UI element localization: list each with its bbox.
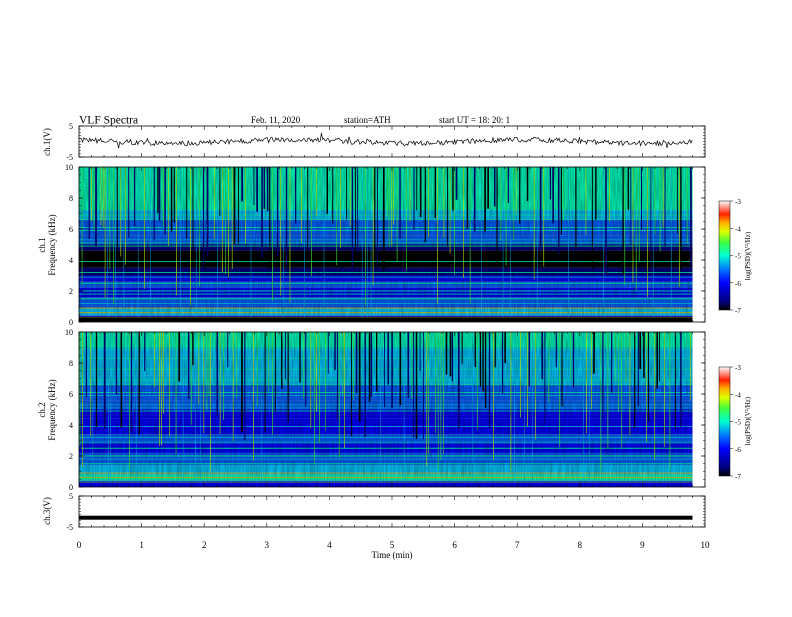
ch1-colorbar-gradient [718,200,731,311]
colorbar-tick-label: -7 [735,307,741,315]
ch1-spectrogram-group [79,167,693,322]
y-tick-label: 2 [69,287,73,296]
spectrogram-texture [79,167,693,322]
station-label: station=ATH [344,115,391,125]
y-tick-label: 2 [69,452,73,461]
colorbar-tick-label: -6 [735,446,741,454]
ch2-colorbar-gradient [718,366,731,477]
y-tick-label: 10 [65,163,73,172]
x-axis-label: Time (min) [372,550,413,560]
ch2-spectrogram-ylabel-channel: ch.2 [37,402,47,417]
x-tick-label: 9 [640,540,645,550]
x-tick-label: 5 [390,540,395,550]
x-tick-label: 10 [701,540,711,550]
ch2-spectrogram-group [79,332,693,487]
y-tick-label: 8 [69,359,73,368]
y-tick-label: 5 [69,122,73,131]
ch1-waveform-line [78,132,693,149]
x-tick-label: 1 [139,540,144,550]
ch3-waveform-ylabel: ch.3(V) [42,497,52,525]
y-tick-label: -5 [66,523,73,532]
colorbar-tick-label: -4 [735,391,741,399]
ch1-waveform-ylabel: ch.1(V) [42,128,52,156]
x-tick-label: 0 [77,540,82,550]
colorbar-tick-label: -6 [735,280,741,288]
colorbar-tick-label: -7 [735,473,741,481]
ch3-waveform-frame [78,495,706,528]
ch2-spectrogram-ylabel-frequency: Frequency (kHz) [47,379,57,440]
colorbar-tick-label: -3 [735,364,741,372]
y-tick-label: 8 [69,194,73,203]
y-tick-label: 0 [69,318,73,327]
ch1-spectrogram-ylabel-channel: ch.1 [37,237,47,252]
ch1-colorbar-label: log(PSD)(V²/Hz) [744,231,752,280]
colorbar-tick-label: -4 [735,225,741,233]
y-tick-label: 6 [69,390,73,399]
spectrogram-texture [79,332,693,487]
colorbar-tick-label: -3 [735,198,741,206]
x-tick-label: 8 [578,540,583,550]
y-tick-label: -5 [66,153,73,162]
y-tick-label: 6 [69,225,73,234]
y-tick-label: 4 [69,421,73,430]
y-tick-label: 5 [69,492,73,501]
figure-title: VLF Spectra [79,115,138,127]
ch3-waveform-line [79,515,693,520]
ch2-colorbar-label: log(PSD)(V²/Hz) [744,396,752,445]
ch1-colorbar: log(PSD)(V²/Hz) [718,200,752,311]
date-label: Feb. 11, 2020 [251,115,301,125]
x-tick-label: 2 [202,540,207,550]
ch2-colorbar: log(PSD)(V²/Hz) [718,366,752,477]
colorbar-tick-label: -5 [735,253,741,261]
y-tick-label: 4 [69,256,73,265]
x-tick-label: 6 [452,540,457,550]
x-tick-label: 4 [327,540,332,550]
ch1-spectrogram-ylabel-frequency: Frequency (kHz) [47,214,57,275]
start-time-label: start UT = 18: 20: 1 [439,115,510,125]
y-tick-label: 10 [65,328,73,337]
y-tick-label: 0 [69,483,73,492]
x-tick-label: 7 [515,540,520,550]
colorbar-tick-label: -5 [735,419,741,427]
x-tick-label: 3 [265,540,270,550]
